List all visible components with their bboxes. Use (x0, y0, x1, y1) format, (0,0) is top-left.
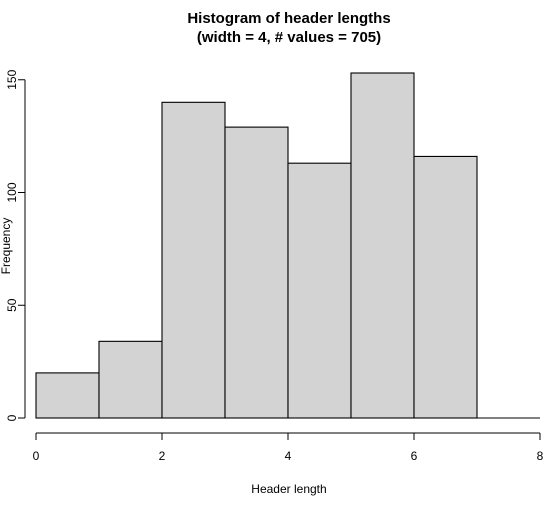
x-axis-label: Header length (251, 482, 326, 496)
histogram-bar-5 (350, 72, 415, 419)
y-axis-ticks: 0 50 100 150 (5, 69, 25, 421)
x-tick-label: 2 (159, 449, 166, 463)
histogram-bar-6 (413, 155, 478, 419)
histogram-bar-0 (35, 372, 100, 419)
chart-title: Histogram of header lengths (187, 10, 390, 27)
x-tick-label: 0 (33, 449, 40, 463)
y-tick-label: 0 (5, 414, 19, 421)
histogram-bar-2 (161, 101, 226, 419)
y-tick-label: 150 (5, 69, 19, 89)
x-tick-label: 6 (411, 449, 418, 463)
x-axis-ticks: 0 2 4 6 8 (33, 433, 544, 463)
y-tick-label: 50 (5, 298, 19, 312)
x-tick-label: 4 (285, 449, 292, 463)
x-tick-label: 8 (537, 449, 544, 463)
histogram-bar-1 (98, 340, 163, 419)
histogram-bar-4 (287, 162, 352, 419)
bars-group (35, 72, 540, 419)
chart-subtitle: (width = 4, # values = 705) (197, 29, 381, 46)
histogram-bar-3 (224, 126, 289, 419)
y-tick-label: 100 (5, 182, 19, 202)
y-axis-label: Frequency (0, 218, 13, 275)
